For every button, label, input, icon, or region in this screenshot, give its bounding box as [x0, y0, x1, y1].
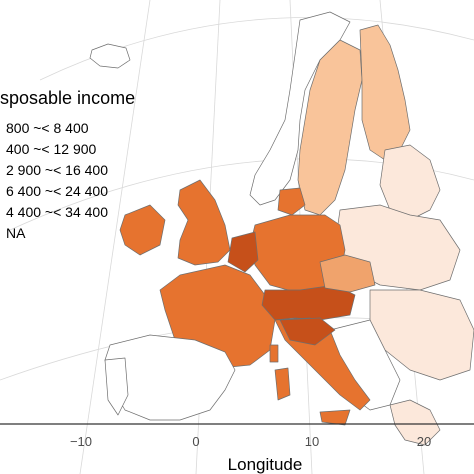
region-ireland: [119, 204, 166, 256]
legend-item-label: 6 400 ~< 24 400: [6, 183, 108, 199]
x-axis: −10 0 10 20 Longitude: [0, 423, 474, 474]
legend-item-label: 400 ~< 12 900: [6, 141, 97, 157]
legend-item-label: NA: [6, 225, 26, 241]
region-portugal: [104, 357, 129, 416]
region-denmark: [277, 187, 306, 216]
x-tick-label: 20: [417, 434, 431, 449]
x-tick-label: 0: [192, 434, 199, 449]
region-italy-north: [279, 317, 336, 346]
region-finland: [359, 24, 411, 161]
region-czech: [319, 254, 376, 293]
legend-title: sposable income: [0, 88, 135, 108]
region-sicily: [319, 409, 351, 426]
legend-item-label: 800 ~< 8 400: [6, 120, 89, 136]
x-axis-title: Longitude: [228, 455, 303, 474]
x-tick-label: 10: [305, 434, 319, 449]
region-corsica: [269, 344, 279, 363]
region-iceland: [89, 43, 131, 69]
region-baltics: [379, 144, 441, 221]
region-alpine: [261, 284, 356, 321]
legend-item-label: 2 900 ~< 16 400: [6, 162, 108, 178]
legend: sposable income 800 ~< 8 400 400 ~< 12 90…: [0, 88, 135, 241]
region-sardinia: [274, 367, 291, 401]
region-greece: [389, 399, 441, 446]
legend-item-label: 4 400 ~< 34 400: [6, 204, 108, 220]
region-uk: [177, 179, 231, 266]
region-benelux: [227, 231, 259, 273]
x-tick-label: −10: [70, 434, 92, 449]
